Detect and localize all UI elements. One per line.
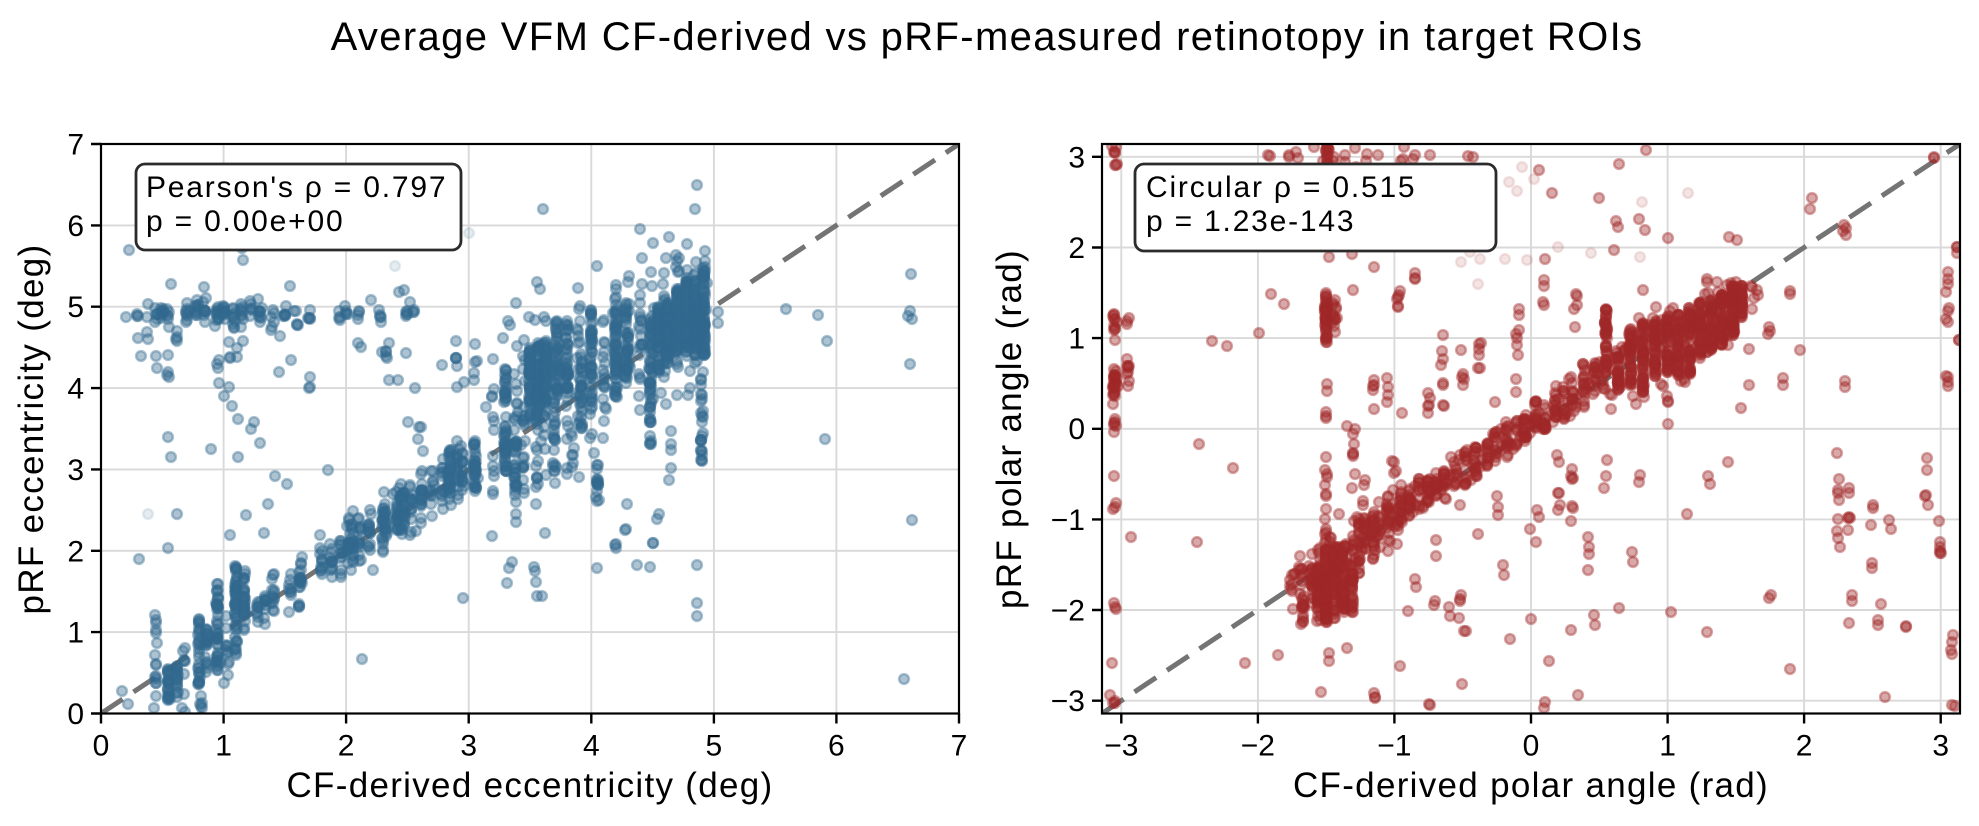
svg-text:6: 6 <box>67 210 84 243</box>
svg-text:CF-derived polar angle (rad): CF-derived polar angle (rad) <box>1293 766 1769 805</box>
svg-text:Average VFM CF-derived vs pRF-: Average VFM CF-derived vs pRF-measured r… <box>331 15 1644 59</box>
svg-text:Circular ρ = 0.515: Circular ρ = 0.515 <box>1146 171 1416 204</box>
svg-text:2: 2 <box>67 535 84 568</box>
svg-text:−1: −1 <box>1377 730 1411 763</box>
svg-text:1: 1 <box>67 617 84 650</box>
svg-text:5: 5 <box>706 730 723 763</box>
svg-text:−3: −3 <box>1104 730 1138 763</box>
svg-text:0: 0 <box>67 698 84 731</box>
svg-text:p = 1.23e-143: p = 1.23e-143 <box>1146 205 1355 238</box>
svg-text:2: 2 <box>1068 232 1085 265</box>
svg-text:0: 0 <box>1068 413 1085 446</box>
svg-text:3: 3 <box>67 454 84 487</box>
svg-text:−2: −2 <box>1241 730 1275 763</box>
svg-text:CF-derived eccentricity (deg): CF-derived eccentricity (deg) <box>286 766 773 805</box>
svg-text:0: 0 <box>93 730 110 763</box>
svg-text:1: 1 <box>1659 730 1676 763</box>
svg-text:4: 4 <box>583 730 600 763</box>
svg-text:3: 3 <box>1932 730 1949 763</box>
svg-text:7: 7 <box>67 129 84 162</box>
svg-text:6: 6 <box>828 730 845 763</box>
svg-text:1: 1 <box>1068 323 1085 356</box>
svg-text:7: 7 <box>951 730 968 763</box>
svg-text:pRF polar angle (rad): pRF polar angle (rad) <box>990 249 1029 609</box>
svg-text:4: 4 <box>67 373 84 406</box>
svg-text:Pearson's ρ = 0.797: Pearson's ρ = 0.797 <box>146 171 447 204</box>
svg-text:−3: −3 <box>1051 685 1085 718</box>
svg-text:3: 3 <box>1068 141 1085 174</box>
svg-text:−1: −1 <box>1051 504 1085 537</box>
svg-text:3: 3 <box>460 730 477 763</box>
svg-text:pRF eccentricity (deg): pRF eccentricity (deg) <box>12 244 51 615</box>
svg-text:0: 0 <box>1523 730 1540 763</box>
svg-text:2: 2 <box>1796 730 1813 763</box>
svg-text:1: 1 <box>215 730 232 763</box>
svg-text:p = 0.00e+00: p = 0.00e+00 <box>146 205 344 238</box>
svg-text:2: 2 <box>338 730 355 763</box>
svg-text:−2: −2 <box>1051 595 1085 628</box>
svg-text:5: 5 <box>67 291 84 324</box>
